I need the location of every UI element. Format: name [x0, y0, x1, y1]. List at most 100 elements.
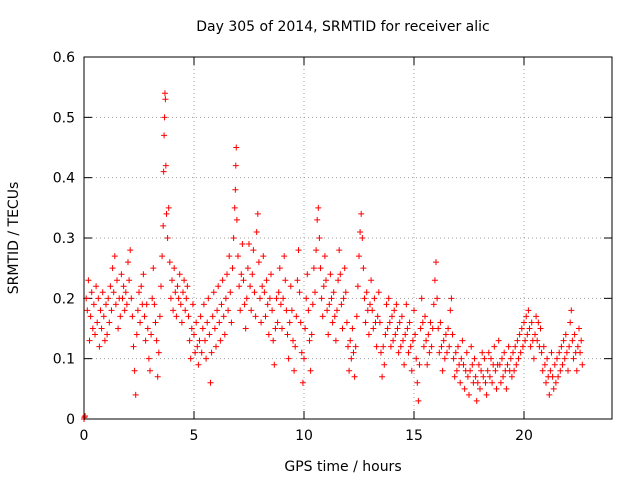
data-point: [283, 307, 290, 314]
data-point: [466, 391, 472, 398]
data-point: [297, 319, 304, 326]
data-point: [488, 355, 494, 362]
data-point: [189, 301, 196, 308]
data-point: [358, 210, 365, 217]
data-point: [468, 343, 475, 350]
data-point: [525, 307, 532, 314]
data-point: [303, 295, 310, 302]
data-point: [141, 313, 148, 320]
data-point: [285, 355, 292, 362]
data-point: [441, 355, 448, 362]
data-point: [276, 265, 283, 272]
plot-frame: [83, 56, 613, 420]
data-point: [555, 373, 562, 380]
data-point: [398, 313, 405, 320]
data-point: [548, 349, 555, 356]
data-point: [292, 343, 299, 350]
data-point: [183, 295, 190, 302]
data-point: [423, 337, 430, 344]
data-point: [131, 367, 138, 374]
data-point: [417, 325, 424, 332]
data-point: [273, 295, 280, 302]
data-point: [415, 397, 422, 404]
data-point: [295, 247, 302, 254]
data-point: [232, 186, 239, 193]
data-point: [394, 325, 401, 332]
data-point: [89, 325, 96, 332]
data-point: [450, 355, 457, 362]
data-point: [240, 277, 247, 284]
data-point: [286, 319, 293, 326]
data-point: [254, 210, 261, 217]
data-point: [527, 343, 534, 350]
data-point: [357, 228, 364, 235]
x-tick-label: 15: [405, 428, 423, 444]
data-point: [480, 373, 487, 380]
data-point: [103, 301, 109, 308]
data-point: [405, 349, 412, 356]
data-point: [503, 385, 510, 392]
data-point: [129, 313, 136, 320]
data-point: [453, 367, 460, 374]
data-point: [244, 265, 251, 272]
data-point: [524, 331, 531, 338]
data-point: [257, 295, 263, 302]
data-point: [208, 349, 215, 356]
data-point: [222, 295, 229, 302]
data-point: [340, 295, 347, 302]
data-point: [203, 355, 210, 362]
data-point: [514, 337, 521, 344]
data-point: [172, 289, 179, 296]
data-point: [305, 307, 312, 314]
data-point: [438, 343, 445, 350]
data-point: [473, 397, 480, 404]
data-point: [150, 265, 157, 272]
data-point: [567, 319, 574, 326]
data-point: [461, 385, 468, 392]
data-point: [235, 253, 241, 260]
data-point: [261, 289, 268, 296]
data-point: [193, 319, 200, 326]
data-point: [272, 325, 279, 332]
data-point: [250, 247, 257, 254]
data-point: [153, 337, 160, 344]
data-point: [100, 313, 107, 320]
data-point: [284, 331, 291, 338]
data-point: [499, 355, 505, 362]
data-point: [360, 265, 367, 272]
data-point: [288, 307, 295, 314]
data-point: [437, 319, 444, 326]
data-point: [165, 204, 172, 211]
data-point: [537, 325, 544, 332]
data-point: [97, 307, 104, 314]
data-point: [105, 295, 112, 302]
data-point: [202, 337, 208, 344]
data-point: [449, 331, 456, 338]
data-point: [219, 277, 226, 284]
data-point: [293, 313, 300, 320]
data-point: [347, 337, 354, 344]
data-point: [329, 319, 336, 326]
data-point: [241, 301, 248, 308]
data-point: [373, 343, 380, 350]
data-point: [481, 355, 488, 362]
data-point: [171, 265, 178, 272]
data-point: [363, 289, 370, 296]
data-point: [137, 319, 144, 326]
data-point: [459, 337, 466, 344]
data-point: [337, 271, 344, 278]
data-point: [370, 325, 377, 332]
data-point: [507, 355, 514, 362]
data-point: [126, 277, 133, 284]
data-point: [316, 235, 323, 241]
data-point: [229, 265, 236, 272]
data-point: [402, 331, 409, 338]
data-point: [522, 337, 529, 344]
data-point: [447, 307, 454, 314]
data-point: [515, 355, 522, 362]
data-point: [385, 295, 392, 302]
data-point: [491, 343, 498, 350]
data-point: [239, 241, 246, 248]
data-point: [356, 253, 362, 260]
data-point: [104, 331, 111, 338]
